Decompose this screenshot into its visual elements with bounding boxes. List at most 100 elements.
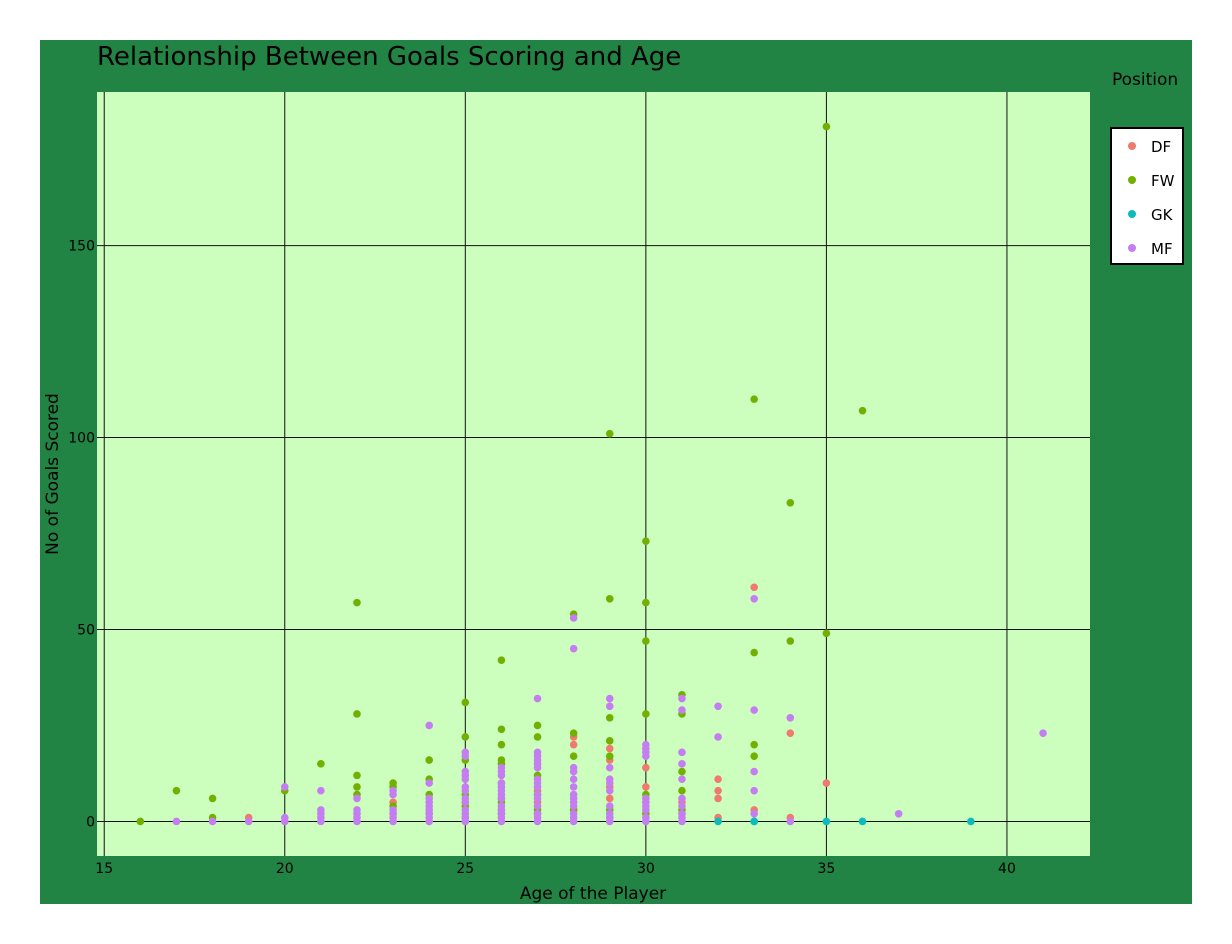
data-point-fw[interactable] xyxy=(678,786,686,795)
data-point-mf[interactable] xyxy=(280,783,289,791)
data-point-fw[interactable] xyxy=(461,733,470,741)
data-point-mf[interactable] xyxy=(678,760,686,768)
data-point-fw[interactable] xyxy=(533,721,542,730)
data-point-mf[interactable] xyxy=(750,706,758,714)
data-point-mf[interactable] xyxy=(461,817,470,826)
data-point-mf[interactable] xyxy=(605,763,614,772)
data-point-df[interactable] xyxy=(642,783,650,791)
data-point-fw[interactable] xyxy=(605,713,614,722)
legend[interactable]: DF FW GK MF xyxy=(1110,127,1184,265)
data-point-mf[interactable] xyxy=(642,752,650,760)
data-point-mf[interactable] xyxy=(280,817,289,826)
data-point-fw[interactable] xyxy=(461,698,470,707)
data-point-fw[interactable] xyxy=(136,817,145,826)
data-point-mf[interactable] xyxy=(605,802,614,810)
data-point-df[interactable] xyxy=(605,794,614,803)
data-point-mf[interactable] xyxy=(678,817,686,826)
data-point-fw[interactable] xyxy=(353,771,361,780)
data-point-df[interactable] xyxy=(714,775,722,784)
data-point-mf[interactable] xyxy=(750,594,758,603)
data-point-mf[interactable] xyxy=(605,817,614,826)
data-point-fw[interactable] xyxy=(642,710,650,718)
data-point-mf[interactable] xyxy=(605,694,614,703)
data-point-mf[interactable] xyxy=(533,763,542,772)
data-point-fw[interactable] xyxy=(642,537,650,545)
legend-item-df[interactable]: DF xyxy=(1128,138,1171,156)
data-point-mf[interactable] xyxy=(569,775,578,784)
data-point-fw[interactable] xyxy=(822,122,831,131)
data-point-fw[interactable] xyxy=(353,598,361,607)
data-point-df[interactable] xyxy=(605,744,614,753)
data-point-fw[interactable] xyxy=(533,733,542,741)
data-point-mf[interactable] xyxy=(497,817,506,826)
data-point-fw[interactable] xyxy=(569,729,578,737)
data-point-mf[interactable] xyxy=(894,809,903,818)
data-point-mf[interactable] xyxy=(425,817,434,826)
data-point-mf[interactable] xyxy=(605,786,614,795)
data-point-mf[interactable] xyxy=(714,702,722,711)
data-point-mf[interactable] xyxy=(569,802,578,810)
data-point-mf[interactable] xyxy=(605,779,614,787)
data-point-df[interactable] xyxy=(786,729,795,737)
data-point-mf[interactable] xyxy=(533,694,542,703)
data-point-fw[interactable] xyxy=(497,725,506,734)
data-point-mf[interactable] xyxy=(786,713,795,722)
data-point-fw[interactable] xyxy=(353,710,361,718)
data-point-gk[interactable] xyxy=(967,817,975,826)
data-point-fw[interactable] xyxy=(642,637,650,645)
data-point-mf[interactable] xyxy=(786,817,795,826)
data-point-mf[interactable] xyxy=(533,802,542,810)
data-point-fw[interactable] xyxy=(605,594,614,603)
data-point-mf[interactable] xyxy=(642,817,650,826)
data-point-df[interactable] xyxy=(714,794,722,803)
data-point-fw[interactable] xyxy=(750,740,758,749)
data-point-fw[interactable] xyxy=(786,498,795,507)
data-point-fw[interactable] xyxy=(605,737,614,745)
data-point-mf[interactable] xyxy=(389,817,397,826)
data-point-df[interactable] xyxy=(714,786,722,795)
data-point-mf[interactable] xyxy=(1039,729,1047,737)
data-point-mf[interactable] xyxy=(678,694,686,703)
data-point-fw[interactable] xyxy=(497,740,506,749)
data-point-mf[interactable] xyxy=(461,752,470,760)
data-point-df[interactable] xyxy=(642,763,650,772)
data-point-mf[interactable] xyxy=(317,817,325,826)
data-point-mf[interactable] xyxy=(678,802,686,810)
data-point-fw[interactable] xyxy=(605,752,614,760)
data-point-mf[interactable] xyxy=(497,794,506,803)
data-point-fw[interactable] xyxy=(172,786,181,795)
data-point-fw[interactable] xyxy=(642,598,650,607)
data-point-fw[interactable] xyxy=(497,656,506,665)
legend-item-fw[interactable]: FW xyxy=(1128,172,1175,190)
data-point-mf[interactable] xyxy=(461,798,470,807)
data-point-mf[interactable] xyxy=(425,721,434,730)
data-point-mf[interactable] xyxy=(461,786,470,795)
data-point-mf[interactable] xyxy=(569,614,578,622)
data-point-mf[interactable] xyxy=(317,786,325,795)
data-point-mf[interactable] xyxy=(569,767,578,776)
data-point-mf[interactable] xyxy=(497,771,506,780)
data-point-mf[interactable] xyxy=(461,775,470,784)
data-point-fw[interactable] xyxy=(425,756,434,764)
data-point-gk[interactable] xyxy=(714,817,722,826)
data-point-fw[interactable] xyxy=(605,429,614,438)
data-point-mf[interactable] xyxy=(569,644,578,653)
data-point-mf[interactable] xyxy=(714,733,722,741)
data-point-fw[interactable] xyxy=(786,637,795,645)
data-point-gk[interactable] xyxy=(822,817,831,826)
data-point-df[interactable] xyxy=(822,779,831,787)
data-point-mf[interactable] xyxy=(678,748,686,757)
data-point-mf[interactable] xyxy=(353,817,361,826)
data-point-fw[interactable] xyxy=(353,783,361,791)
data-point-df[interactable] xyxy=(569,740,578,749)
data-point-fw[interactable] xyxy=(750,752,758,760)
data-point-mf[interactable] xyxy=(750,786,758,795)
data-point-fw[interactable] xyxy=(208,794,217,803)
data-point-fw[interactable] xyxy=(750,395,758,403)
data-point-fw[interactable] xyxy=(822,629,831,638)
data-point-mf[interactable] xyxy=(750,767,758,776)
data-point-mf[interactable] xyxy=(533,794,542,803)
data-point-mf[interactable] xyxy=(569,817,578,826)
data-point-mf[interactable] xyxy=(569,783,578,791)
data-point-mf[interactable] xyxy=(172,817,181,826)
